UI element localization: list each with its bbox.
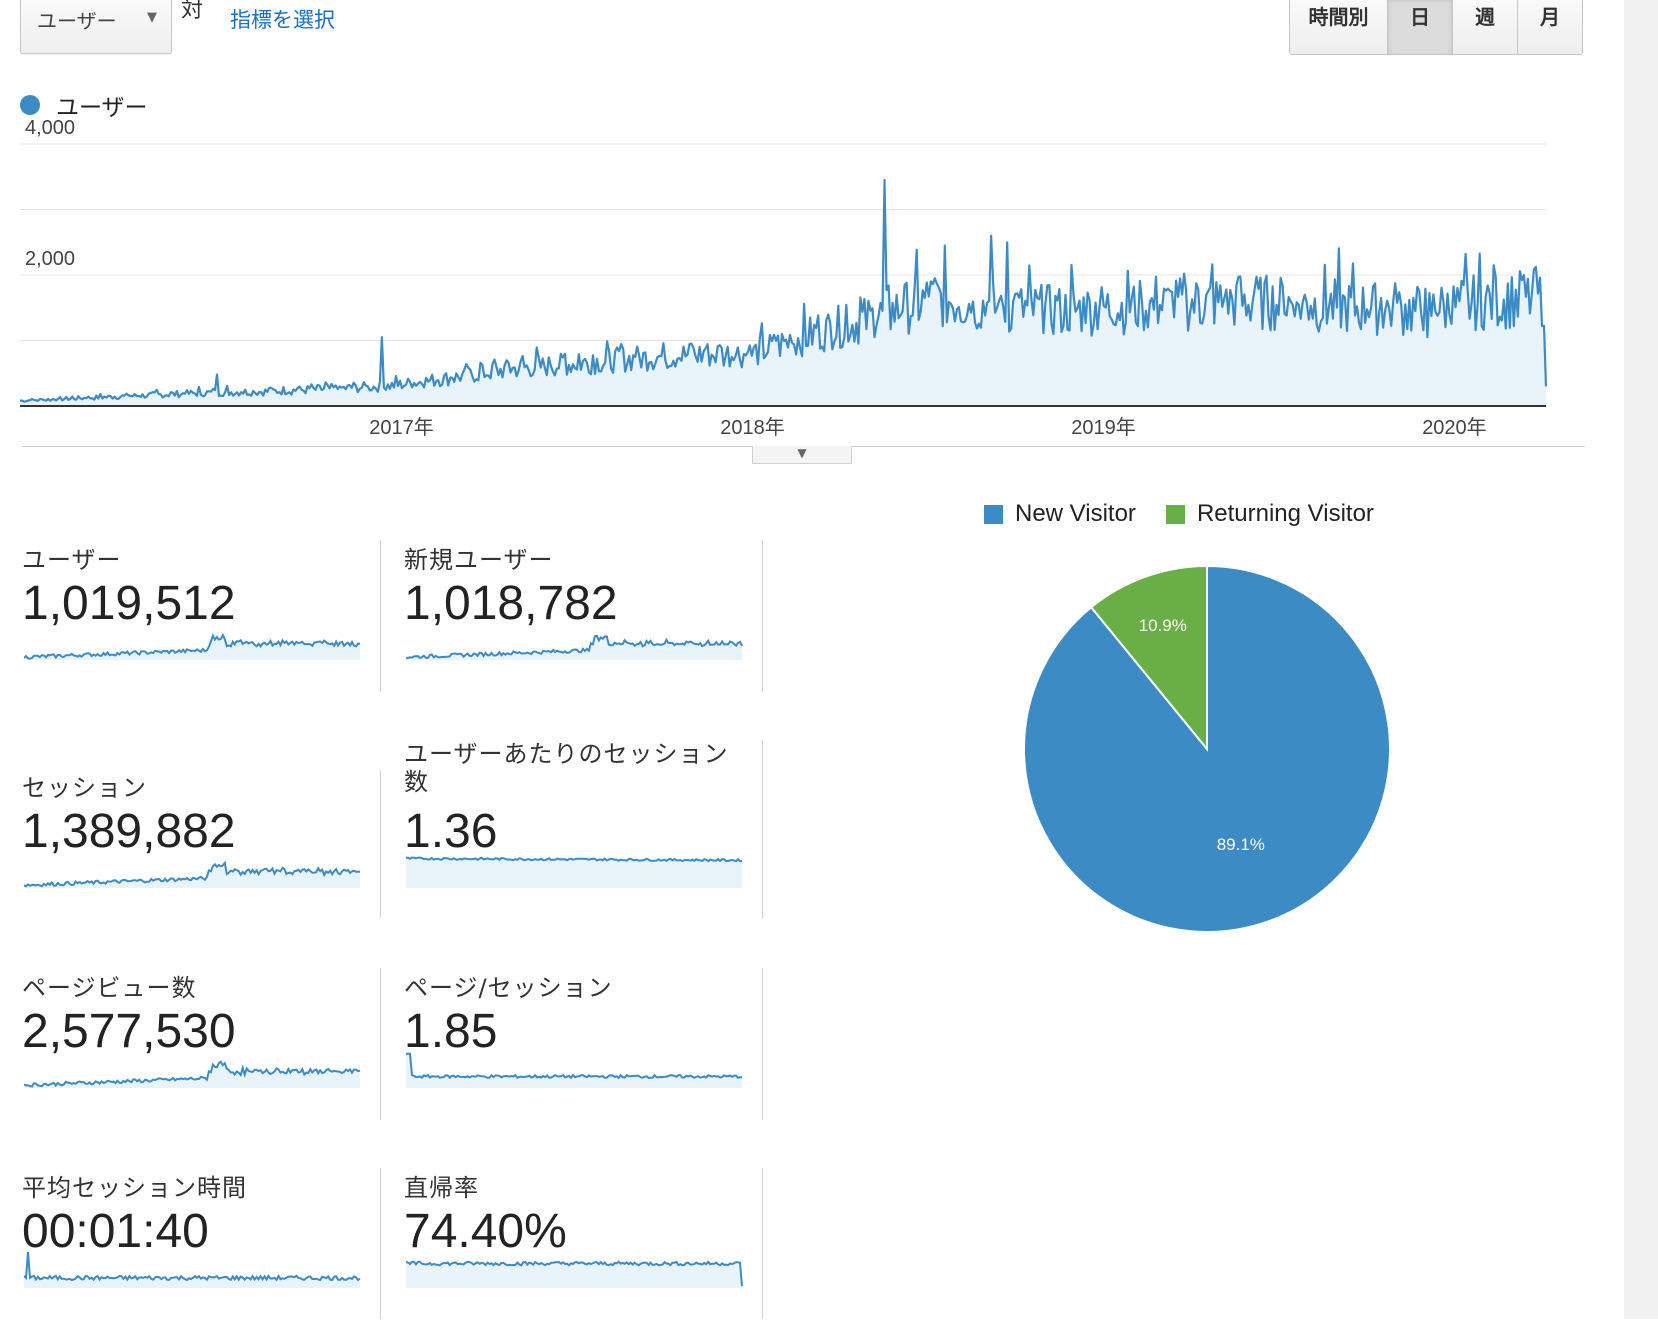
metric-tile-pageviews[interactable]: ページビュー数 2,577,530 [22,968,362,1138]
sparkline-line [406,634,743,660]
tile-divider [762,1168,763,1319]
metric-label: ユーザー [22,546,122,574]
metric-label: 平均セッション時間 [22,1174,247,1202]
sparkline-area [406,635,742,660]
sparkline [24,632,361,660]
metric-value: 74.40% [404,1205,567,1258]
pie-slice-returning-visitor[interactable] [1089,564,1208,752]
pie-slice-label: 89.1% [1217,835,1265,854]
chart-legend: ユーザー [20,88,148,122]
metric-tile-pages-per-session[interactable]: ページ/セッション 1.85 [404,968,744,1138]
metric-label: ページビュー数 [22,974,197,1002]
metric-label: 新規ユーザー [404,546,554,574]
tile-divider [380,968,381,1120]
legend-dot-icon [20,95,40,115]
metric-value: 1.36 [404,805,498,858]
legend-label: New Visitor [1015,500,1136,527]
metric-tile-users[interactable]: ユーザー 1,019,512 [22,540,362,710]
sparkline [406,1052,743,1088]
vs-label: 対 [181,0,204,23]
period-month-button[interactable]: 月 [1517,0,1582,54]
sparkline [406,634,743,660]
sparkline-line [24,860,361,888]
tile-divider [380,540,381,692]
scrollbar-track[interactable] [1624,0,1658,1319]
sparkline-line [24,1251,361,1282]
metric-label: ユーザーあたりのセッション数 [404,740,729,796]
metric-tile-new-users[interactable]: 新規ユーザー 1,018,782 [404,540,744,710]
sparkline-line [24,1060,361,1088]
sparkline-line [406,1260,743,1287]
metric-value: 1,018,782 [404,577,618,630]
x-tick-label: 2018年 [720,416,785,439]
chevron-down-icon: ▼ [147,10,157,25]
sparkline-line [24,632,361,660]
legend-swatch [1165,504,1185,524]
metric-select[interactable]: ユーザー ▼ [20,0,172,54]
metric-select-label: ユーザー [37,9,117,33]
period-week-button[interactable]: 週 [1452,0,1517,54]
metric-label: 直帰率 [404,1174,479,1202]
tile-divider [762,740,763,918]
tile-divider [762,968,763,1120]
series-line [19,178,1548,403]
sparkline [406,856,743,888]
x-tick-label: 2019年 [1071,416,1136,439]
x-tick-label: 2020年 [1422,416,1487,439]
x-tick-label: 2017年 [369,416,434,439]
collapse-chart-handle[interactable]: ▼ [752,446,852,464]
legend-label-users: ユーザー [56,95,148,121]
metric-value: 1,389,882 [22,805,236,858]
sparkline [406,1260,743,1288]
sparkline-line [406,1052,743,1080]
period-day-button[interactable]: 日 [1387,0,1452,54]
legend-label: Returning Visitor [1196,500,1374,527]
legend-swatch [984,504,1003,524]
metric-value: 1.85 [404,1005,498,1058]
pie-legend: New Visitor Returning Visitor [984,500,1404,528]
tile-divider [380,770,381,918]
metric-value: 1,019,512 [22,577,236,630]
pie-slice-label: 10.9% [1139,616,1187,635]
metric-tile-bounce-rate[interactable]: 直帰率 74.40% [404,1168,744,1338]
metric-tile-avg-session-duration[interactable]: 平均セッション時間 00:01:40 [22,1168,362,1338]
sparkline-area [406,857,742,888]
legend-item-returning-visitor[interactable]: Returning Visitor [1165,500,1374,528]
metric-tile-sessions-per-user[interactable]: ユーザーあたりのセッション数 1.36 [404,740,744,938]
sparkline-line [406,856,743,863]
sparkline-area [406,1053,742,1088]
period-hourly-button[interactable]: 時間別 [1290,0,1387,54]
sparkline-area [24,1252,360,1288]
tile-divider [762,540,763,692]
period-toggle-group: 時間別 日 週 月 [1289,0,1583,55]
legend-item-new-visitor[interactable]: New Visitor [984,500,1136,528]
sparkline [24,860,361,888]
visitor-type-pie-chart: 89.1% 10.9% [1023,564,1391,933]
metric-label: セッション [22,774,147,802]
tile-divider [380,1168,381,1319]
metric-label: ページ/セッション [404,974,613,1002]
metric-tile-sessions[interactable]: セッション 1,389,882 [22,768,362,938]
metric-value: 2,577,530 [22,1005,236,1058]
y-tick-label: 2,000 [25,248,75,270]
sparkline-area [406,1261,742,1288]
sparkline [24,1060,361,1088]
metric-value: 00:01:40 [22,1205,209,1258]
sparkline [24,1251,361,1288]
select-metric-link[interactable]: 指標を選択 [230,8,335,32]
series-area [20,180,1546,406]
